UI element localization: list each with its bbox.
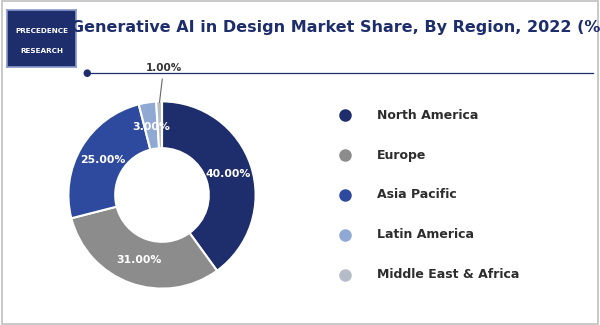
Text: RESEARCH: RESEARCH (20, 48, 63, 54)
Wedge shape (156, 101, 162, 148)
Text: 31.00%: 31.00% (116, 255, 161, 265)
Text: Middle East & Africa: Middle East & Africa (377, 268, 519, 281)
Text: Generative AI in Design Market Share, By Region, 2022 (%): Generative AI in Design Market Share, By… (71, 20, 600, 35)
Text: Latin America: Latin America (377, 228, 474, 241)
Text: PRECEDENCE: PRECEDENCE (15, 28, 68, 34)
Text: ●: ● (83, 68, 91, 78)
Wedge shape (68, 104, 151, 218)
Text: Europe: Europe (377, 149, 426, 162)
Text: 3.00%: 3.00% (132, 122, 170, 132)
Text: 40.00%: 40.00% (205, 169, 251, 179)
Wedge shape (139, 102, 159, 150)
Text: 1.00%: 1.00% (145, 63, 182, 102)
Text: 25.00%: 25.00% (80, 155, 125, 165)
Text: Asia Pacific: Asia Pacific (377, 188, 457, 202)
Wedge shape (162, 101, 256, 271)
Text: North America: North America (377, 109, 478, 122)
Wedge shape (71, 207, 217, 289)
